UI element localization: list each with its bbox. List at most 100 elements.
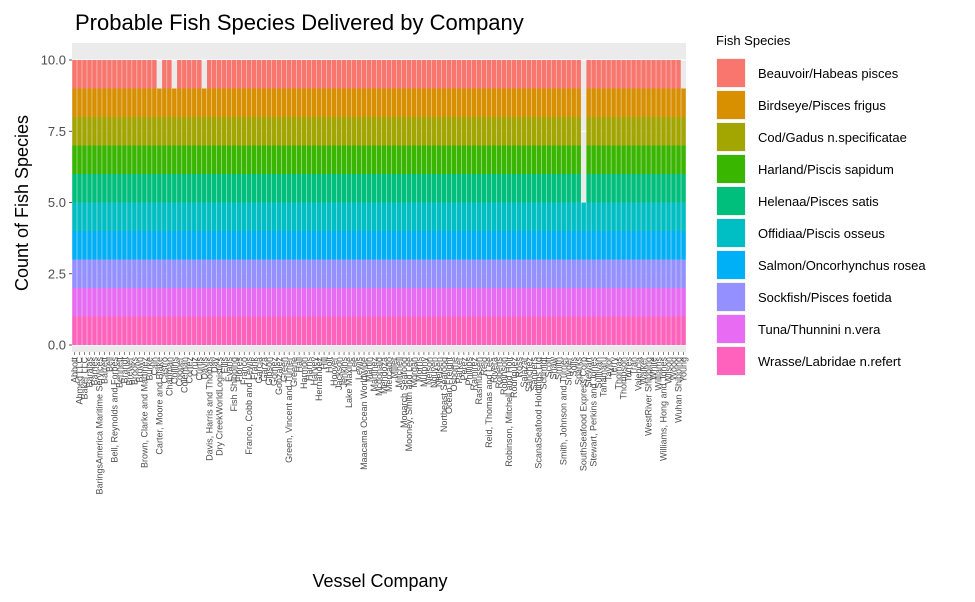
bar-segment [217,60,222,89]
bar-segment [256,60,262,89]
x-tick-label: Smith [554,357,564,380]
legend-title: Fish Species [716,33,791,48]
bar-segment [516,145,522,174]
bar-segment [381,88,387,117]
bar-segment [281,145,287,174]
bar-segment [356,88,362,117]
bar-segment [526,117,531,146]
bar-segment [676,316,681,345]
bar-segment [576,174,581,203]
bar-segment [192,231,197,260]
bar-segment [296,117,302,146]
bar-segment [222,88,227,117]
bar-segment [491,288,497,317]
bar-segment [641,288,646,317]
y-tick-label: 10.0 [41,53,66,68]
bar-segment [306,288,312,317]
bar-segment [361,145,367,174]
bar-segment [152,145,157,174]
bar-segment [326,117,332,146]
bar-segment [336,316,342,345]
bar-segment [291,88,297,117]
bar-segment [391,316,397,345]
bar-segment [311,60,317,89]
bar-segment [591,202,596,231]
bar-segment [611,231,616,260]
bar-segment [251,174,257,203]
bar-segment [192,145,197,174]
bar-segment [401,231,407,260]
bar-segment [411,231,417,260]
bar-segment [301,117,307,146]
bar-segment [381,259,387,288]
bar-segment [426,174,432,203]
bar-segment [431,60,437,89]
bar-segment [501,88,507,117]
bar-segment [276,174,282,203]
bar-segment [621,117,626,146]
bar-segment [246,259,252,288]
bar-segment [72,288,77,317]
bar-segment [396,145,402,174]
bar-segment [496,202,502,231]
bar-segment [606,259,611,288]
bar-segment [301,288,307,317]
bar-segment [531,259,536,288]
legend-swatch [717,283,745,311]
bar-segment [137,259,142,288]
bar-segment [202,316,207,345]
bar-segment [571,259,576,288]
bar-segment [276,202,282,231]
x-tick-label: Bennett [114,357,124,389]
bar-segment [396,88,402,117]
bar-segment [666,145,671,174]
bar-segment [436,231,442,260]
bar-segment [296,316,302,345]
x-tick-label: Roberts [494,357,504,389]
bar-segment [421,202,427,231]
x-tick-label: Gomez [269,357,279,387]
bar-segment [182,288,187,317]
bar-segment [501,174,507,203]
legend-swatch [717,91,745,119]
bar-segment [137,117,142,146]
bar-segment [117,231,122,260]
bar-segment [311,288,317,317]
bar-segment [152,60,157,89]
bar-segment [187,60,192,89]
bar-segment [611,288,616,317]
bar-segment [676,88,681,117]
bar-segment [511,316,517,345]
bar-segment [107,316,112,345]
legend-label: Offidiaa/Piscis osseus [758,226,885,241]
bar-segment [626,117,631,146]
bar-segment [276,117,282,146]
bar-segment [406,288,412,317]
bar-segment [671,288,676,317]
bar-segment [167,202,172,231]
bar-segment [406,231,412,260]
bar-segment [202,288,207,317]
bar-segment [476,288,482,317]
bar-segment [256,288,262,317]
bar-segment [446,259,452,288]
bar-segment [97,202,102,231]
bar-segment [261,259,267,288]
bar-segment [107,88,112,117]
bar-segment [541,145,546,174]
bar-segment [486,231,492,260]
x-tick-label: Stewart [584,357,594,388]
bar-segment [336,231,342,260]
bar-segment [656,60,661,89]
bar-segment [456,231,462,260]
bar-segment [546,174,551,203]
bar-segment [207,145,212,174]
bar-segment [401,145,407,174]
bar-segment [576,202,581,231]
bar-segment [336,145,342,174]
bar-segment [446,202,452,231]
bar-segment [671,231,676,260]
bar-segment [481,202,487,231]
bar-segment [521,231,527,260]
